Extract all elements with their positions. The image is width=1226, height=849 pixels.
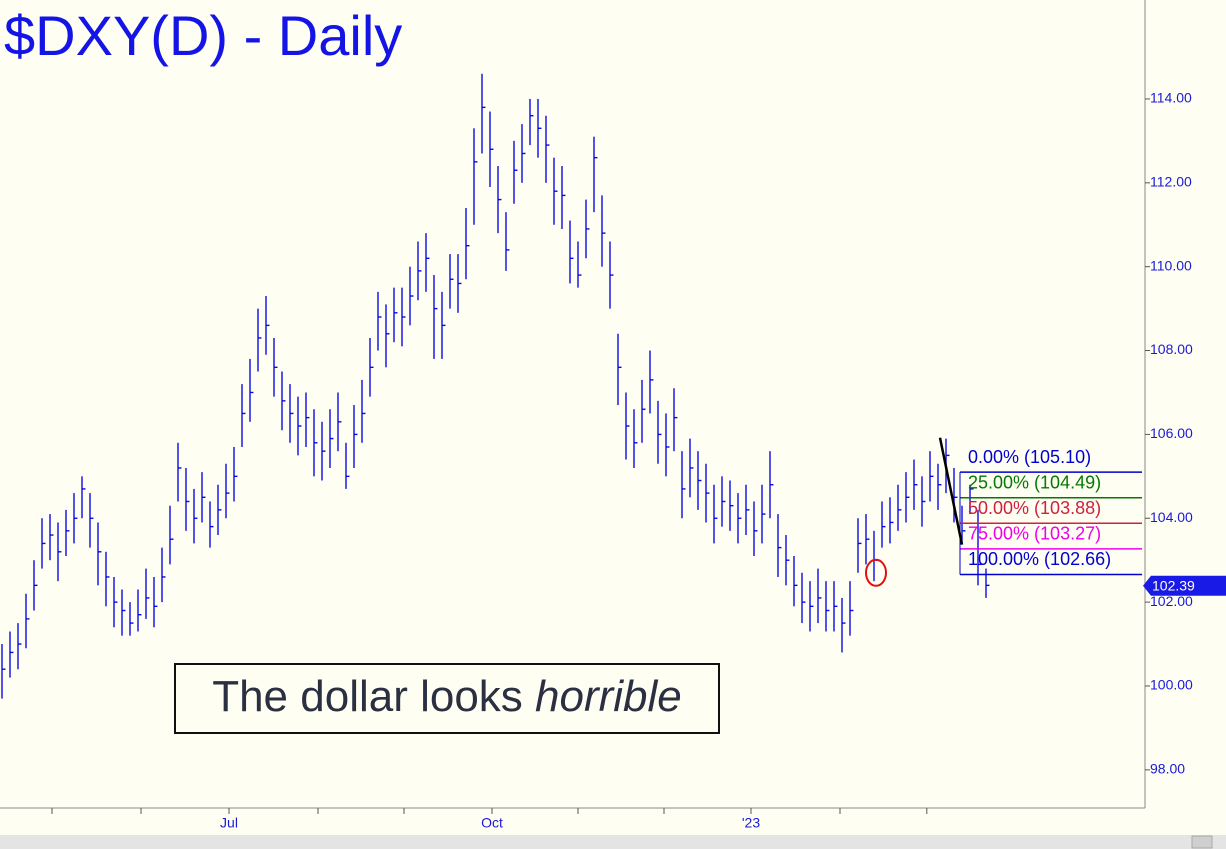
y-tick-label: 102.00 <box>1150 593 1193 609</box>
x-tick-label: Jul <box>220 815 238 831</box>
y-tick-label: 108.00 <box>1150 341 1193 357</box>
y-tick-label: 106.00 <box>1150 425 1193 441</box>
x-tick-label: Oct <box>481 815 503 831</box>
y-tick-label: 112.00 <box>1150 174 1192 190</box>
y-tick-label: 100.00 <box>1150 677 1193 693</box>
y-tick-label: 104.00 <box>1150 509 1193 525</box>
y-tick-label: 114.00 <box>1150 90 1192 106</box>
annotation-box <box>174 663 720 734</box>
annotation-text: The dollar looks <box>212 672 535 721</box>
fib-label: 50.00% (103.88) <box>968 498 1101 518</box>
scrollbar[interactable] <box>0 835 1226 849</box>
last-price-tag <box>1143 575 1226 596</box>
marker-circle <box>865 558 887 587</box>
x-tick-label: '23 <box>742 815 760 831</box>
fib-label: 0.00% (105.10) <box>968 447 1091 467</box>
y-tick-label: 98.00 <box>1150 761 1185 777</box>
fib-label: 25.00% (104.49) <box>968 472 1101 492</box>
last-price-label: 102.39 <box>1152 577 1195 593</box>
fib-label: 100.00% (102.66) <box>968 549 1111 569</box>
annotation-emphasis: horrible <box>535 672 682 721</box>
plot: 98.00 100.00 102.00 104.00 106.00 108.00 110.0… <box>1 73 1226 831</box>
scroll-thumb[interactable] <box>1191 835 1213 849</box>
trend-line <box>938 437 964 545</box>
chart-title: $DXY(D) - Daily <box>4 4 402 67</box>
y-tick-label: 110.00 <box>1150 257 1192 273</box>
fib-label: 75.00% (103.27) <box>968 524 1101 544</box>
annotation: The dollar looks horrible <box>212 672 682 721</box>
